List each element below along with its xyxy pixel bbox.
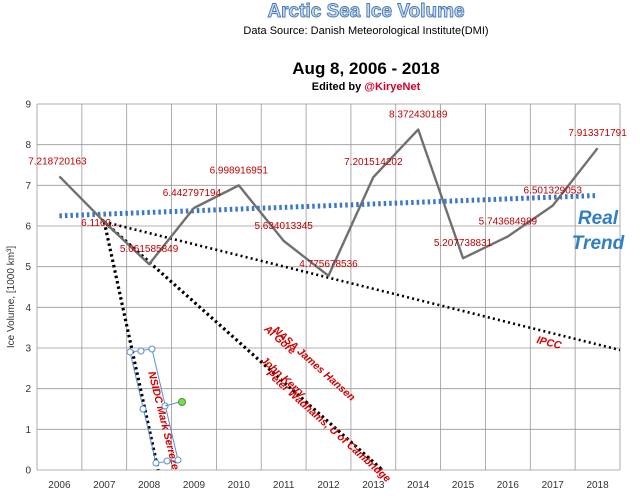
y-tick-label: 6	[25, 222, 31, 233]
trend-line	[102, 221, 160, 471]
y-tick-label: 7	[25, 181, 31, 192]
y-tick-label: 8	[25, 140, 31, 151]
x-tick-label: 2016	[497, 480, 520, 491]
x-tick-label: 2011	[273, 480, 295, 491]
y-tick-label: 4	[25, 303, 31, 314]
data-label: 6.998916951	[210, 165, 269, 176]
edited-by-handle: @KiryeNet	[364, 81, 420, 93]
x-tick-label: 2007	[93, 480, 116, 491]
data-label: 6.442797194	[163, 188, 222, 199]
plot-grid	[36, 103, 621, 471]
x-tick-label: 2009	[183, 480, 206, 491]
y-tick-label: 3	[25, 344, 31, 355]
x-tick-label: 2012	[317, 480, 340, 491]
series-line	[58, 128, 599, 277]
x-axis-ticks: 2006 2007 2008 2009 2010 2011 2012 2013 2014 2015…	[48, 480, 609, 491]
data-label: 5.743684989	[479, 216, 538, 227]
data-labels: 7.218720163 6.1162... 5.061585849 6.4427971…	[28, 110, 627, 270]
x-tick-label: 2015	[452, 480, 475, 491]
x-tick-label: 2008	[138, 480, 161, 491]
resize-handle	[148, 345, 156, 353]
data-label: 5.634013345	[254, 221, 313, 232]
resize-handle	[126, 348, 134, 356]
y-axis-ticks: 0 1 2 3 4 5 6 7 8 9	[25, 100, 31, 477]
data-label: 4.775678536	[299, 259, 358, 270]
x-tick-label: 2018	[586, 480, 609, 491]
date-range-title: Aug 8, 2006 - 2018	[292, 59, 439, 78]
rotate-handle	[178, 398, 186, 406]
resize-handle	[152, 459, 160, 467]
data-label: 7.201514202	[344, 157, 403, 168]
real-trend-label: Trend	[572, 233, 625, 254]
x-tick-label: 2017	[542, 480, 565, 491]
resize-handle	[139, 405, 147, 413]
resize-handle	[174, 456, 182, 464]
y-tick-label: 5	[25, 262, 31, 273]
x-tick-label: 2010	[228, 480, 251, 491]
edited-by: Edited by @KiryeNet	[312, 81, 421, 93]
y-tick-label: 9	[25, 100, 31, 111]
data-series	[58, 128, 599, 277]
ipcc-label: IPCC	[535, 334, 563, 352]
y-tick-label: 0	[25, 466, 31, 477]
data-label: 6.501329053	[524, 186, 583, 197]
nsidc-label: NSIDC Mark Serreze	[145, 370, 181, 471]
rotate-handle-stem	[164, 401, 181, 407]
resize-handle	[163, 457, 171, 465]
x-tick-label: 2014	[407, 480, 430, 491]
data-label: 7.218720163	[28, 156, 87, 167]
trend-line	[103, 220, 621, 352]
data-label: 7.913371791	[568, 128, 627, 139]
real-trend-label: Real	[578, 208, 619, 229]
data-label: 8.372430189	[389, 110, 448, 121]
alarmist-trend-label: Peter Wadhams, U of Cambridge	[264, 368, 393, 485]
data-label: 5.061585849	[120, 244, 179, 255]
trend-line	[59, 193, 598, 219]
y-tick-label: 2	[25, 384, 31, 395]
resize-handle	[137, 347, 145, 355]
chart-title: Arctic Sea Ice Volume	[267, 1, 464, 22]
x-tick-label: 2013	[362, 480, 385, 491]
selection-handles	[126, 345, 186, 467]
data-label: 6.1162...	[81, 218, 119, 229]
y-tick-label: 1	[25, 425, 31, 436]
data-label: 5.207738831	[434, 238, 493, 249]
y-axis-label: Ice Volume, [1000 km³]	[6, 246, 17, 348]
edited-by-label: Edited by	[312, 81, 365, 93]
x-tick-label: 2006	[48, 480, 71, 491]
data-source: Data Source: Danish Meteorological Insti…	[243, 25, 488, 37]
